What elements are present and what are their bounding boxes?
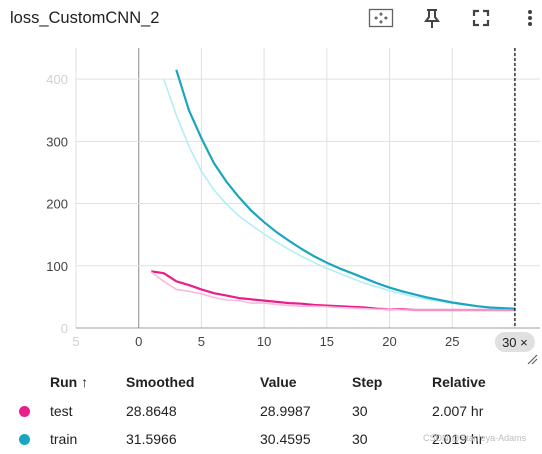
- x-tick-label: 10: [257, 334, 271, 349]
- raw-value: 30.4595: [260, 431, 311, 447]
- chart-grid: [75, 48, 540, 329]
- resize-icon: [527, 354, 538, 365]
- test-raw-line: [150, 271, 515, 311]
- more-vert-icon: [528, 10, 532, 26]
- loss-chart[interactable]: 50510152025300100200300400 30 ×: [0, 0, 542, 360]
- cursor-chip: [494, 332, 535, 352]
- chart-lines: [150, 69, 515, 312]
- y-tick-label: 300: [46, 134, 68, 149]
- smoothed-column-header[interactable]: Smoothed: [126, 374, 195, 390]
- x-tick-label: 5: [198, 334, 205, 349]
- run-name: test: [50, 403, 73, 419]
- run-color-dot: [19, 434, 30, 445]
- relative-column-header[interactable]: Relative: [432, 374, 486, 390]
- fullscreen-button[interactable]: [466, 4, 496, 32]
- run-color-dot: [19, 406, 30, 417]
- x-tick-label: 5: [72, 334, 79, 349]
- train-smoothed-line: [175, 69, 515, 310]
- more-options-button[interactable]: [515, 4, 542, 32]
- step-value: 30: [352, 431, 368, 447]
- x-tick-label: 25: [445, 334, 459, 349]
- y-tick-label: 200: [46, 197, 68, 212]
- raw-value: 28.9987: [260, 403, 311, 419]
- run-column-header[interactable]: Run ↑: [50, 374, 89, 390]
- relative-time: 2.007 hr: [432, 403, 484, 419]
- table-row[interactable]: train 31.5966 30.4595 30 2.019 hr: [0, 425, 542, 453]
- y-tick-label: 0: [61, 321, 68, 336]
- smoothed-value: 28.8648: [126, 403, 177, 419]
- y-tick-label: 100: [46, 259, 68, 274]
- table-header: Run ↑ Smoothed Value Step Relative: [0, 368, 542, 396]
- cursor-label: 30 ×: [502, 335, 528, 350]
- y-tick-label: 400: [46, 72, 68, 87]
- table-row[interactable]: test 28.8648 28.9987 30 2.007 hr: [0, 397, 542, 425]
- run-name: train: [50, 431, 78, 447]
- step-column-header[interactable]: Step: [352, 374, 383, 390]
- x-tick-label: 20: [382, 334, 396, 349]
- fit-to-data-button[interactable]: [366, 4, 396, 32]
- pin-icon: [424, 9, 440, 28]
- value-column-header[interactable]: Value: [260, 374, 297, 390]
- relative-time: 2.019 hr: [432, 431, 484, 447]
- step-value: 30: [352, 403, 368, 419]
- chart-cursor: 30 ×: [494, 48, 535, 352]
- card-title: loss_CustomCNN_2: [10, 9, 160, 27]
- chart-ticks: 50510152025300100200300400: [46, 72, 522, 349]
- x-tick-label: 15: [320, 334, 334, 349]
- fit-to-data-icon: [368, 8, 394, 28]
- x-tick-label: 0: [135, 334, 142, 349]
- train-raw-line: [163, 78, 515, 311]
- watermark: CSDN @Stanleya-Adams: [423, 433, 527, 443]
- smoothed-value: 31.5966: [126, 431, 177, 447]
- pin-button[interactable]: [417, 4, 447, 32]
- fullscreen-icon: [472, 9, 490, 27]
- resize-handle[interactable]: [526, 352, 538, 370]
